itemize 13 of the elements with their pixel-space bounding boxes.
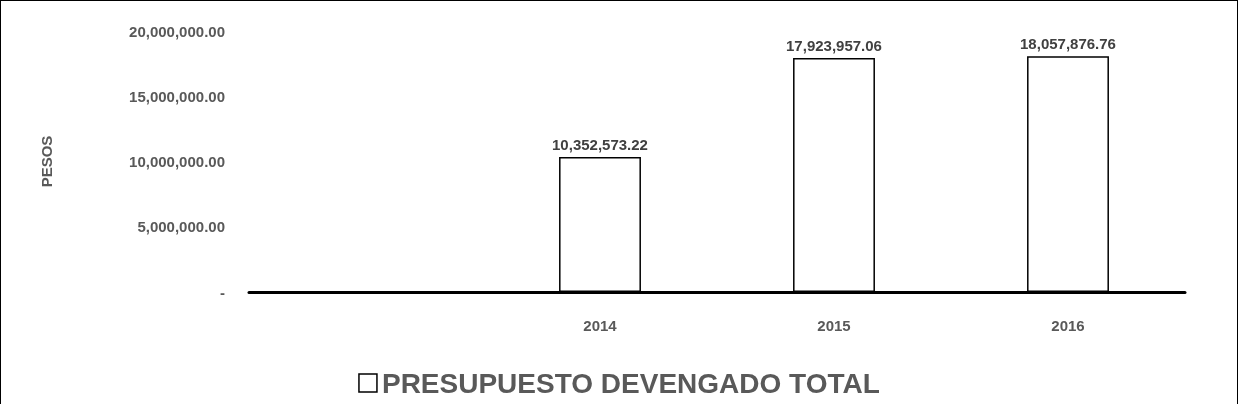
y-tick-label: 5,000,000.00 [137, 218, 225, 236]
y-tick-label: 15,000,000.00 [129, 87, 225, 105]
x-tick-label: 2015 [817, 317, 851, 334]
data-label: 10,352,573.22 [552, 135, 648, 153]
y-tick-label: - [220, 283, 225, 301]
y-tick-label: 20,000,000.00 [129, 22, 225, 40]
x-tick-label: 2014 [583, 317, 618, 334]
y-tick-label: 10,000,000.00 [129, 153, 225, 170]
data-label: 18,057,876.76 [1020, 35, 1116, 53]
y-axis-title: PESOS [38, 135, 55, 188]
x-tick-label: 2016 [1051, 317, 1085, 334]
legend-label: PRESUPUESTO DEVENGADO TOTAL [381, 367, 880, 399]
data-label: 17,923,957.06 [786, 37, 882, 55]
